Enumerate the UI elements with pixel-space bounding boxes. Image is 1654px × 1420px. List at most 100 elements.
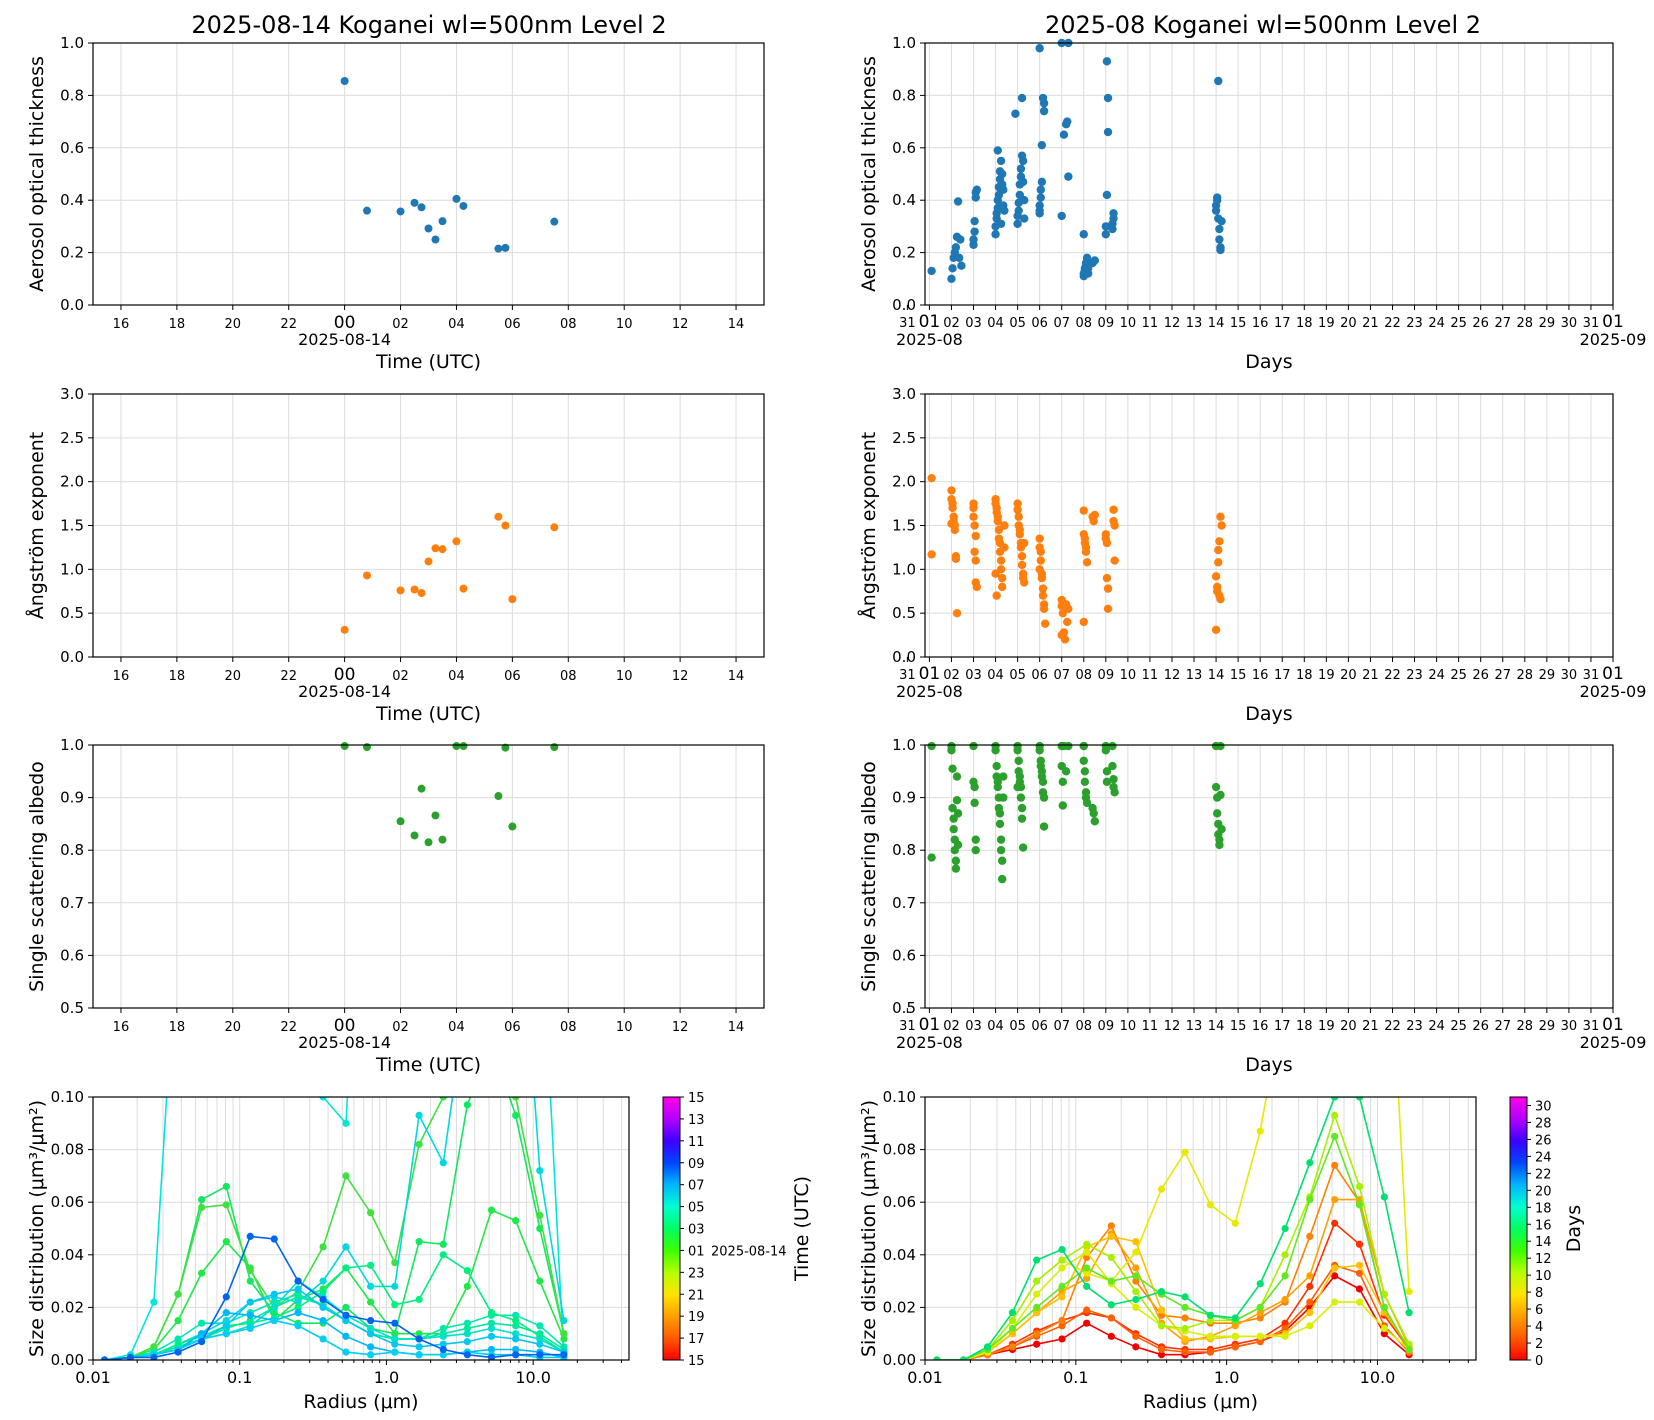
monthly-angstrom-xtick-label: 10	[1120, 668, 1137, 683]
monthly-aot-xtick-label: 10	[1120, 316, 1137, 331]
monthly-ssa-point	[948, 764, 957, 773]
daily-size-dist-cb-tick-label: 15	[688, 1354, 705, 1369]
daily-size-dist-series-point	[319, 1097, 327, 1101]
monthly-angstrom-point	[1063, 617, 1072, 627]
monthly-ssa-ytick-label: 0.9	[892, 789, 916, 807]
daily-angstrom-xtick-label: 18	[169, 669, 186, 684]
monthly-size-dist-series-point	[1008, 1324, 1017, 1333]
monthly-aot-ytick-label: 0.4	[892, 191, 916, 209]
monthly-aot-point	[970, 216, 979, 226]
monthly-angstrom-point	[993, 516, 1002, 526]
monthly-aot-point	[1216, 245, 1225, 255]
monthly-aot-point	[1035, 44, 1044, 53]
daily-size-dist-series-point	[342, 1311, 350, 1319]
monthly-angstrom-point	[1038, 591, 1048, 600]
monthly-size-dist-ytick-label: 0.10	[883, 1088, 916, 1106]
daily-size-dist-series-point	[270, 1290, 278, 1298]
monthly-angstrom-point	[1103, 604, 1113, 613]
monthly-size-dist-series-line	[936, 1097, 1410, 1360]
monthly-size-dist-series-point	[1181, 1348, 1189, 1356]
daily-aot-point	[417, 203, 426, 212]
daily-angstrom-xtick-label: 14	[728, 669, 745, 684]
monthly-size-distribution-panel: 0.01 0.1 1.0 10.0 0.00 0.02 0.04 0.06 0.08 0.10Si…	[858, 1088, 1585, 1413]
monthly-size-dist-series-point	[1256, 1309, 1264, 1317]
monthly-angstrom-xtick-label: 24	[1428, 668, 1445, 683]
monthly-size-dist-series-point	[1132, 1248, 1140, 1256]
monthly-angstrom-point	[1020, 538, 1029, 548]
monthly-aot-point	[1215, 224, 1224, 234]
monthly-angstrom-xtick-label: 30	[1561, 668, 1578, 683]
daily-size-dist-cb-tick-label: 17	[688, 1332, 705, 1347]
daily-angstrom-xtick-label: 00	[334, 665, 356, 685]
monthly-angstrom-point	[1015, 530, 1025, 539]
monthly-size-dist-series-point	[1331, 1272, 1339, 1280]
monthly-ssa-xtick-label: 12	[1164, 1019, 1181, 1034]
monthly-size-dist-series-point	[1058, 1282, 1066, 1290]
monthly-angstrom-ytick-label: 1.0	[892, 560, 916, 578]
monthly-ssa-point	[969, 741, 978, 751]
monthly-angstrom-point	[992, 591, 1001, 600]
monthly-aot-point	[956, 235, 965, 244]
daily-ssa-xtick-label: 08	[560, 1020, 577, 1035]
daily-size-dist-series-line	[104, 1209, 565, 1360]
monthly-ssa-point	[993, 782, 1002, 792]
monthly-size-dist-series-point	[1306, 1298, 1314, 1306]
daily-size-dist-series-point	[126, 1353, 135, 1360]
monthly-ssa-xtick-label: 15	[1230, 1019, 1247, 1034]
monthly-ssa-point	[1018, 843, 1028, 852]
daily-size-dist-cb-tick-label: 01	[688, 1244, 705, 1259]
daily-size-dist-series-point	[246, 1277, 254, 1285]
daily-aot-ylabel: Aerosol optical thickness	[26, 56, 48, 292]
daily-ssa-ytick-label: 0.5	[60, 999, 84, 1017]
monthly-aot-xtick-label: 24	[1428, 316, 1445, 331]
monthly-size-dist-series-point	[1331, 1161, 1339, 1169]
monthly-aot-point	[996, 219, 1006, 228]
monthly-angstrom-point	[1057, 630, 1066, 640]
daily-size-dist-series-point	[536, 1211, 544, 1219]
monthly-angstrom-point	[927, 473, 936, 483]
daily-size-dist-cb-tick-label: 09	[688, 1157, 705, 1172]
daily-size-dist-series-point	[391, 1335, 399, 1343]
monthly-angstrom-point	[927, 550, 936, 559]
monthly-size-dist-series-point	[1231, 1219, 1239, 1227]
monthly-angstrom-ytick-label: 2.0	[892, 473, 916, 491]
monthly-aot-point	[1102, 57, 1112, 66]
monthly-size-dist-series-point	[1132, 1343, 1140, 1351]
monthly-aot-point	[1212, 193, 1222, 202]
monthly-aot-ylabel: Aerosol optical thickness	[858, 56, 880, 292]
daily-size-dist-xtick-label: 1.0	[374, 1368, 399, 1387]
daily-ssa-point	[431, 811, 440, 820]
monthly-size-dist-series-point	[1132, 1288, 1140, 1296]
daily-size-dist-cb-tick-label: 21	[688, 1288, 705, 1303]
monthly-aot-point	[1079, 230, 1088, 239]
monthly-size-dist-series-point	[1331, 1097, 1339, 1101]
daily-size-dist-series-point	[270, 1316, 278, 1325]
monthly-ssa-xtick-label: 05	[1009, 1019, 1026, 1034]
daily-size-dist-series-point	[222, 1293, 230, 1301]
monthly-ssa-point	[999, 793, 1008, 802]
monthly-size-dist-series-point	[1181, 1314, 1189, 1322]
daily-size-dist-series-point	[536, 1351, 544, 1359]
monthly-size-dist-series-point	[1380, 1324, 1388, 1333]
daily-aot-xtick-label: 22	[280, 317, 297, 332]
monthly-size-dist-ytick-label: 0.08	[883, 1141, 916, 1159]
monthly-aot-ytick-label: 0.8	[892, 86, 916, 104]
monthly-size-dist-cb-tick-label: 0	[1535, 1354, 1543, 1369]
monthly-ssa-xtick-label: 21	[1362, 1019, 1379, 1034]
daily-ssa-xtick-label: 18	[169, 1020, 186, 1035]
monthly-aot-point	[1020, 214, 1029, 223]
monthly-aot-date-label-right: 2025-09	[1580, 330, 1647, 349]
monthly-size-dist-series-point	[1306, 1282, 1314, 1290]
daily-size-dist-series-point	[342, 1119, 350, 1127]
monthly-aot-xtick-label: 26	[1472, 316, 1489, 331]
monthly-size-dist-series-point	[1132, 1238, 1140, 1246]
monthly-size-dist-series-point	[1306, 1159, 1314, 1167]
monthly-ssa-panel: 31 01 02 03 04 05 06 07 08 09 10 11 12 13 14 15 16 17 18 19…	[858, 736, 1646, 1076]
monthly-ssa-point	[947, 746, 956, 755]
daily-angstrom-point	[438, 545, 447, 554]
monthly-aot-xtick-label: 04	[987, 316, 1004, 331]
daily-aot-ytick-label: 1.0	[60, 34, 84, 52]
monthly-angstrom-point	[1064, 604, 1073, 613]
monthly-size-dist-series-point	[1331, 1195, 1339, 1204]
daily-aot-point	[396, 207, 405, 216]
